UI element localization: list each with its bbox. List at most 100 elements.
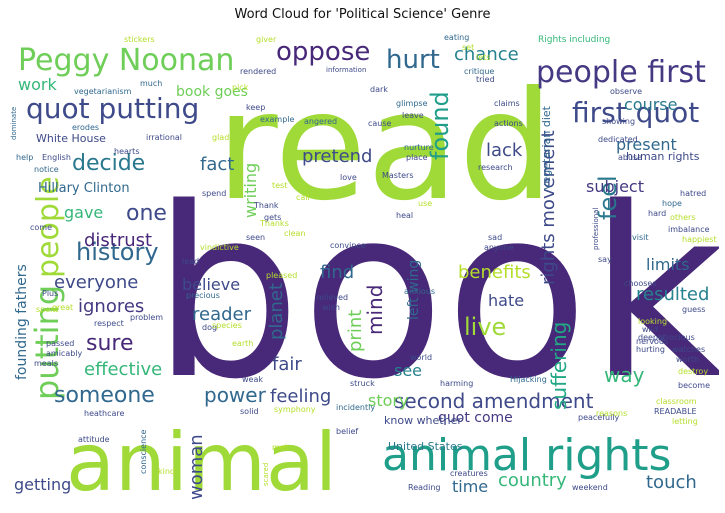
word-resulted: resulted bbox=[636, 284, 709, 305]
word-history: history bbox=[76, 238, 159, 266]
word-fair: fair bbox=[272, 354, 302, 375]
word-solid: solid bbox=[240, 407, 259, 416]
word-nurture: nurture bbox=[404, 143, 434, 152]
word-passed: passed bbox=[46, 339, 74, 348]
word-gets: gets bbox=[264, 213, 281, 222]
word-great: great bbox=[52, 303, 73, 312]
word-glad: glad bbox=[212, 133, 229, 142]
word-kind: kind bbox=[158, 467, 175, 476]
word-lets: lets bbox=[476, 53, 490, 62]
word-become: become bbox=[678, 381, 710, 390]
word-dark: dark bbox=[370, 85, 388, 94]
word-nervous: nervous bbox=[636, 337, 668, 346]
word-wish: wish bbox=[322, 303, 340, 312]
word-time: time bbox=[452, 477, 488, 496]
word-lack: lack bbox=[486, 140, 523, 161]
word-pleased: pleased bbox=[266, 271, 297, 280]
word-incidently: incidently bbox=[336, 403, 375, 412]
word-creatures: creatures bbox=[450, 469, 488, 478]
word-quot-putting: quot putting bbox=[26, 92, 199, 125]
word-getting: getting bbox=[14, 475, 71, 494]
word-effective: effective bbox=[84, 359, 162, 380]
word-giver: giver bbox=[256, 35, 277, 44]
word-subject: subject bbox=[586, 177, 644, 196]
word-quot-come: quot come bbox=[438, 410, 513, 426]
word-english: English bbox=[42, 153, 71, 162]
word-conscience: conscience bbox=[139, 429, 148, 474]
word-united-states: United States bbox=[388, 440, 463, 453]
word-deeply: deeply bbox=[638, 333, 665, 342]
word-critique: critique bbox=[464, 67, 494, 76]
word-ignores: ignores bbox=[78, 296, 144, 317]
word-first-quot: first quot bbox=[572, 96, 699, 129]
word-attitude: attitude bbox=[78, 435, 110, 444]
word-imbalance: imbalance bbox=[668, 225, 710, 234]
chart-title: Word Cloud for 'Political Science' Genre bbox=[234, 7, 491, 22]
word-watches: watches bbox=[672, 345, 705, 354]
word-come: come bbox=[30, 223, 52, 232]
word-pretend: pretend bbox=[302, 146, 372, 167]
word-live: live bbox=[464, 313, 506, 341]
word-human-rights: human rights bbox=[626, 150, 700, 163]
word-chooses: chooses bbox=[624, 279, 657, 288]
word-hatred: hatred bbox=[680, 189, 706, 198]
word-rendered: rendered bbox=[240, 67, 276, 76]
word-research: research bbox=[478, 163, 513, 172]
word-peggy-noonan: Peggy Noonan bbox=[18, 43, 234, 78]
word-leave: leave bbox=[402, 111, 424, 120]
word-one: one bbox=[126, 201, 167, 226]
word-letting: letting bbox=[672, 417, 698, 426]
word-place: place bbox=[406, 153, 428, 162]
word-set: set bbox=[462, 43, 474, 52]
word-rights-movement: rights movement bbox=[538, 130, 559, 285]
word-amicably: amicably bbox=[46, 349, 83, 358]
word-hurt: hurt bbox=[386, 45, 440, 75]
word-precious: precious bbox=[186, 291, 220, 300]
word-story: story bbox=[368, 391, 408, 410]
word-relieved: relieved bbox=[316, 293, 348, 302]
word-book-goes: book goes bbox=[176, 84, 248, 100]
word-dominate: dominate bbox=[10, 107, 18, 140]
word-world: world bbox=[410, 353, 432, 362]
word-claims: claims bbox=[494, 99, 520, 108]
word-thanks: Thanks bbox=[259, 219, 289, 228]
word-putting: putting bbox=[28, 285, 66, 400]
word-touch: touch bbox=[646, 472, 697, 493]
word-example: example bbox=[260, 115, 295, 124]
word-abuse: abuse bbox=[618, 153, 642, 162]
word-use: use bbox=[418, 199, 432, 208]
word-destroy: destroy bbox=[678, 367, 708, 376]
word-suffering: suffering bbox=[547, 322, 571, 410]
word-wild: wild bbox=[642, 325, 658, 334]
word-convince: convince bbox=[330, 241, 366, 250]
word-sure: sure bbox=[86, 331, 134, 356]
word-weekend: weekend bbox=[572, 483, 608, 492]
word-seen: seen bbox=[246, 233, 265, 242]
word-white-house: White House bbox=[36, 132, 106, 145]
word-found: found bbox=[426, 91, 454, 160]
word-woman: woman bbox=[186, 434, 207, 500]
word-spend: spend bbox=[202, 189, 226, 198]
word-looking: looking bbox=[638, 317, 667, 326]
word-weak: weak bbox=[242, 375, 263, 384]
word-spent: spent bbox=[36, 305, 58, 314]
word-reading: Reading bbox=[408, 483, 440, 492]
word-find: find bbox=[320, 262, 354, 283]
word-problem: problem bbox=[130, 313, 163, 322]
word-guess: guess bbox=[682, 305, 705, 314]
word-people: people bbox=[31, 176, 66, 278]
word-scared: scared bbox=[262, 463, 270, 486]
word-happiest: happiest bbox=[682, 235, 717, 244]
word-peacefully: peacefully bbox=[578, 413, 620, 422]
word-thank: Thank bbox=[253, 201, 279, 210]
word-power: power bbox=[204, 383, 267, 407]
word-keep: keep bbox=[246, 103, 265, 112]
word-animal-rights: animal rights bbox=[382, 430, 671, 481]
word-information: information bbox=[326, 66, 366, 74]
word-plus: Plus bbox=[42, 289, 58, 298]
word-vegetarianism: vegetarianism bbox=[74, 87, 132, 96]
word-gave: gave bbox=[64, 203, 103, 222]
word-cause: cause bbox=[368, 119, 392, 128]
word-everyone: everyone bbox=[54, 272, 138, 293]
